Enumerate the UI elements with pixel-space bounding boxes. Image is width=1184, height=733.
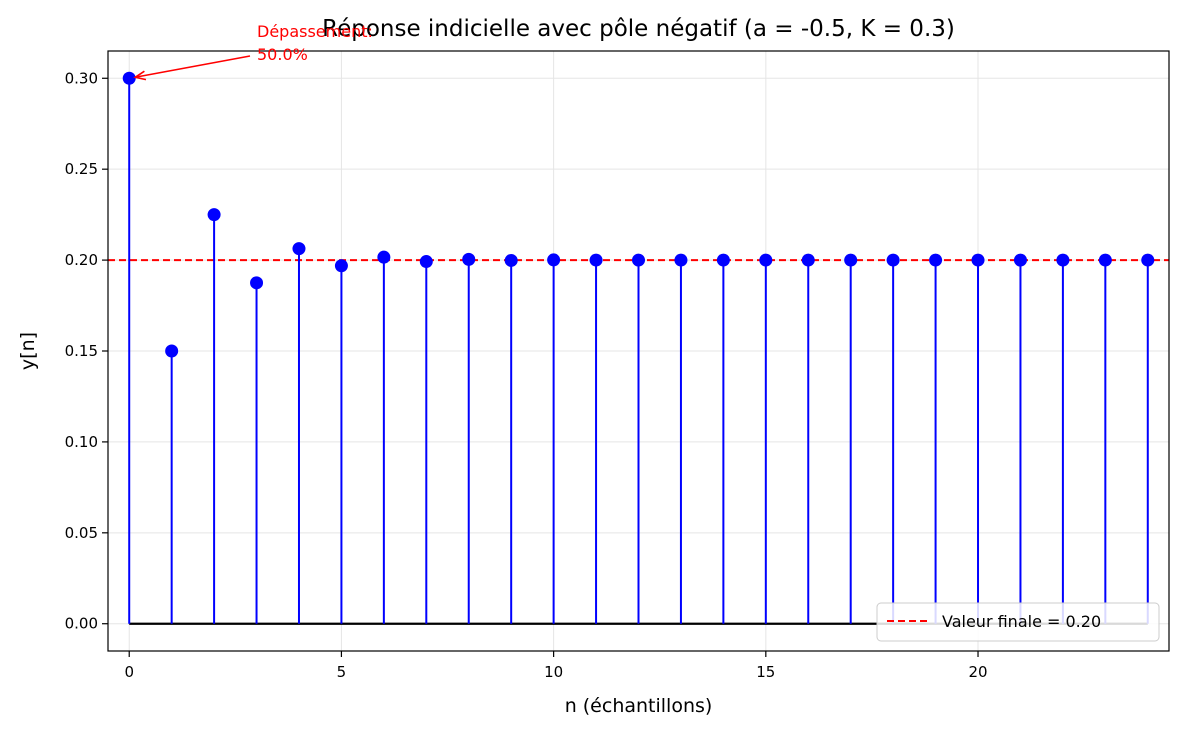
chart-title: Réponse indicielle avec pôle négatif (a … bbox=[322, 16, 955, 42]
stem-marker bbox=[165, 344, 179, 358]
y-tick-label: 0.10 bbox=[65, 433, 98, 451]
x-tick-label: 5 bbox=[337, 663, 347, 681]
stem-marker bbox=[632, 253, 645, 267]
stem-marker bbox=[504, 253, 518, 267]
stem-marker bbox=[1013, 253, 1027, 267]
y-tick-label: 0.30 bbox=[65, 69, 98, 87]
stem-marker bbox=[844, 253, 858, 267]
stem-marker bbox=[207, 208, 221, 222]
stem-marker bbox=[122, 71, 136, 85]
y-tick-label: 0.25 bbox=[65, 160, 98, 178]
annotation-text-line: 50.0% bbox=[257, 45, 308, 64]
y-tick-label: 0.05 bbox=[65, 524, 98, 542]
x-tick-label: 10 bbox=[544, 663, 563, 681]
stem-marker bbox=[334, 259, 348, 273]
legend-box bbox=[876, 602, 1160, 642]
overshoot-annotation: Dépassement: 50.0% bbox=[133, 22, 373, 81]
legend: Valeur finale = 0.20 bbox=[876, 602, 1160, 642]
stem-marker bbox=[547, 253, 561, 267]
y-tick-label: 0.15 bbox=[65, 342, 98, 360]
legend-label: Valeur finale = 0.20 bbox=[942, 612, 1101, 631]
stem-marker bbox=[462, 252, 476, 266]
y-tick-label: 0.20 bbox=[65, 251, 98, 269]
stem-marker bbox=[1056, 253, 1070, 267]
stem-marker bbox=[1098, 253, 1112, 267]
x-tick-label: 0 bbox=[124, 663, 134, 681]
stem-marker bbox=[250, 276, 264, 290]
stem-marker bbox=[1141, 253, 1155, 267]
x-tick-label: 20 bbox=[968, 663, 987, 681]
stem-marker bbox=[929, 253, 943, 267]
stem-marker bbox=[292, 242, 306, 256]
x-tick-label: 15 bbox=[756, 663, 775, 681]
annotation-text-line: Dépassement: bbox=[257, 22, 373, 41]
annotation-arrow-head bbox=[133, 70, 147, 81]
x-axis-label: n (échantillons) bbox=[565, 695, 713, 717]
stem-marker bbox=[716, 253, 730, 267]
stem-marker bbox=[801, 253, 815, 267]
axis-ticks: 0 5 10 15 20 0.00 0.05 0.10 0.15 0.20 0.25 0.30 bbox=[65, 69, 988, 681]
annotation-arrow-line bbox=[135, 55, 251, 79]
y-axis-label: y[n] bbox=[17, 332, 39, 370]
stem-marker bbox=[377, 250, 391, 264]
stem-marker bbox=[971, 253, 985, 267]
stem-marker bbox=[419, 255, 433, 269]
y-tick-label: 0.00 bbox=[65, 615, 98, 633]
stem-series bbox=[122, 71, 1155, 624]
stem-marker bbox=[589, 253, 603, 267]
stem-marker bbox=[759, 253, 773, 267]
stem-marker bbox=[674, 253, 688, 267]
stem-marker bbox=[886, 253, 900, 267]
